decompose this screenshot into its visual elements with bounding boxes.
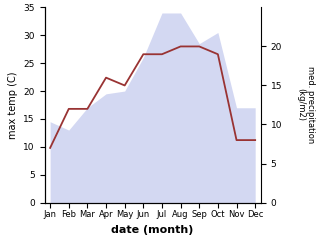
Y-axis label: max temp (C): max temp (C) <box>8 71 18 139</box>
X-axis label: date (month): date (month) <box>111 225 194 235</box>
Y-axis label: med. precipitation
(kg/m2): med. precipitation (kg/m2) <box>296 66 315 144</box>
